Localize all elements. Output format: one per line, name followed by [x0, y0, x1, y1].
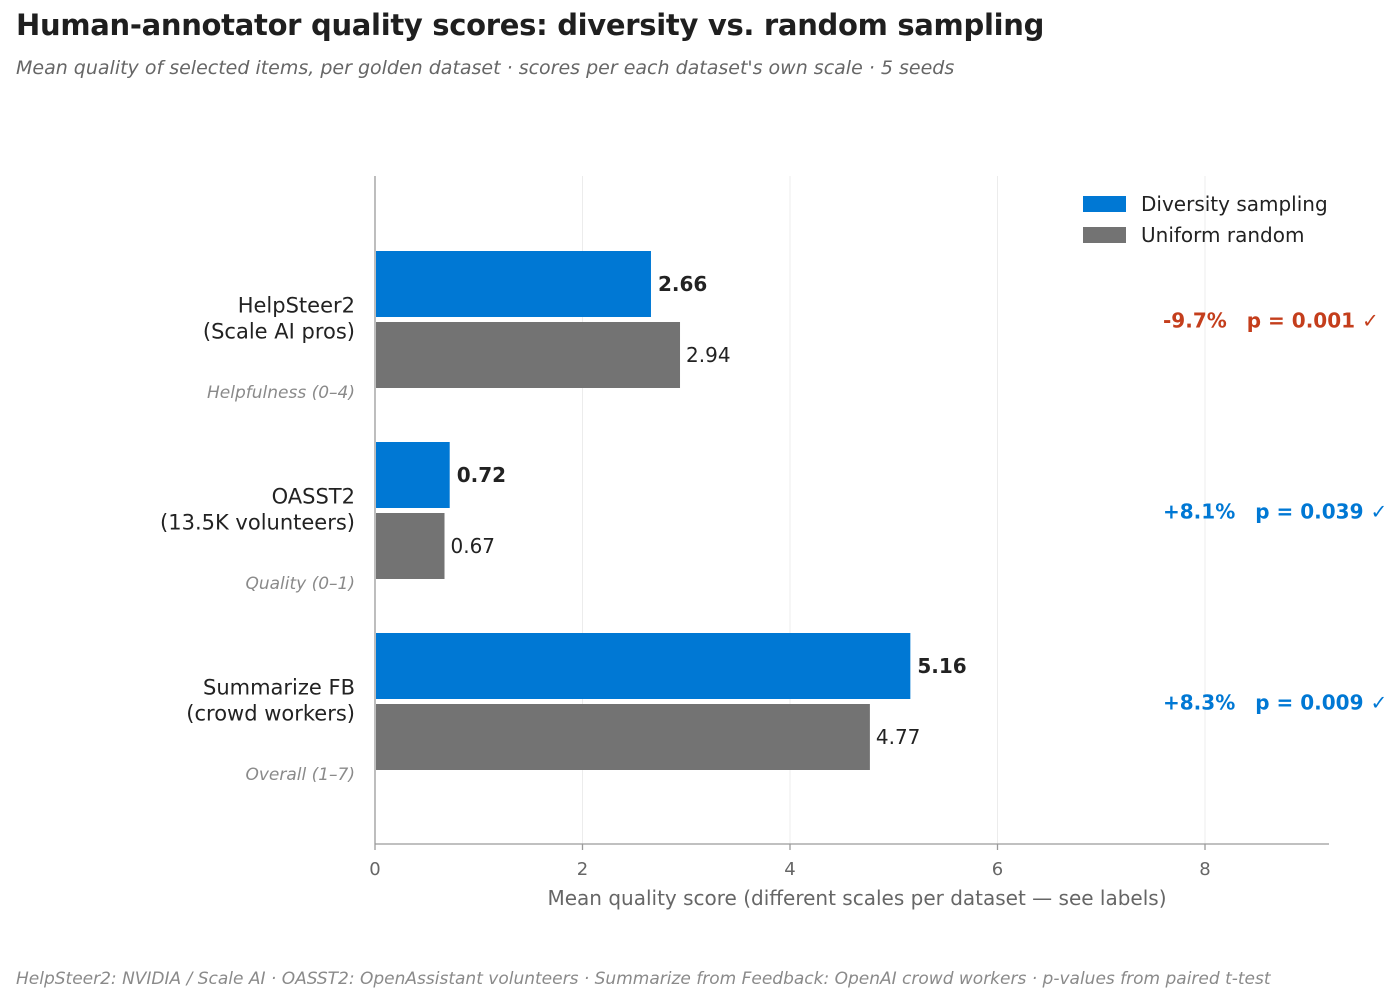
x-tick-label: 0 [369, 859, 380, 880]
percent-change: -9.7% [1163, 309, 1227, 333]
bar-value-label: 4.77 [876, 725, 921, 749]
p-value: p = 0.009 ✓ [1255, 691, 1387, 715]
chart-footnote: HelpSteer2: NVIDIA / Scale AI · OASST2: … [16, 969, 1271, 989]
chart-subtitle: Mean quality of selected items, per gold… [16, 57, 955, 79]
category-label: HelpSteer2 [238, 294, 355, 318]
x-tick-label: 2 [577, 859, 588, 880]
scale-label: Overall (1–7) [245, 765, 355, 785]
bar-value-label: 0.67 [451, 534, 496, 558]
chart-title: Human-annotator quality scores: diversit… [16, 8, 1045, 42]
category-sublabel: (13.5K volunteers) [160, 511, 355, 535]
p-value: p = 0.001 ✓ [1247, 309, 1379, 333]
bar-value-label: 0.72 [457, 463, 506, 487]
bar-value-label: 5.16 [917, 654, 966, 678]
legend-swatch-diversity [1083, 196, 1126, 212]
p-value: p = 0.039 ✓ [1255, 500, 1387, 524]
percent-change: +8.3% [1163, 691, 1235, 715]
bar-diversity [376, 251, 651, 317]
category-label: Summarize FB [203, 676, 355, 700]
x-tick-label: 8 [1199, 859, 1210, 880]
scale-label: Helpfulness (0–4) [207, 383, 355, 403]
legend-swatch-random [1083, 227, 1126, 243]
significance-annotation: +8.3% p = 0.009 ✓ [1163, 691, 1387, 715]
bar-random [376, 704, 870, 770]
bar-value-label: 2.94 [686, 343, 731, 367]
x-tick-label: 4 [784, 859, 795, 880]
percent-change: +8.1% [1163, 500, 1235, 524]
bar-diversity [376, 442, 450, 508]
bar-diversity [376, 633, 911, 699]
category-label: OASST2 [272, 485, 355, 509]
scale-label: Quality (0–1) [245, 574, 355, 594]
x-tick-label: 6 [992, 859, 1003, 880]
significance-annotation: -9.7% p = 0.001 ✓ [1163, 309, 1379, 333]
bar-value-label: 2.66 [658, 272, 707, 296]
significance-annotation: +8.1% p = 0.039 ✓ [1163, 500, 1387, 524]
bar-random [376, 513, 445, 579]
category-sublabel: (Scale AI pros) [203, 320, 355, 344]
category-sublabel: (crowd workers) [186, 702, 355, 726]
legend-label: Diversity sampling [1141, 192, 1328, 216]
legend-label: Uniform random [1141, 223, 1304, 247]
bar-random [376, 322, 681, 388]
x-axis-label: Mean quality score (different scales per… [547, 886, 1166, 910]
